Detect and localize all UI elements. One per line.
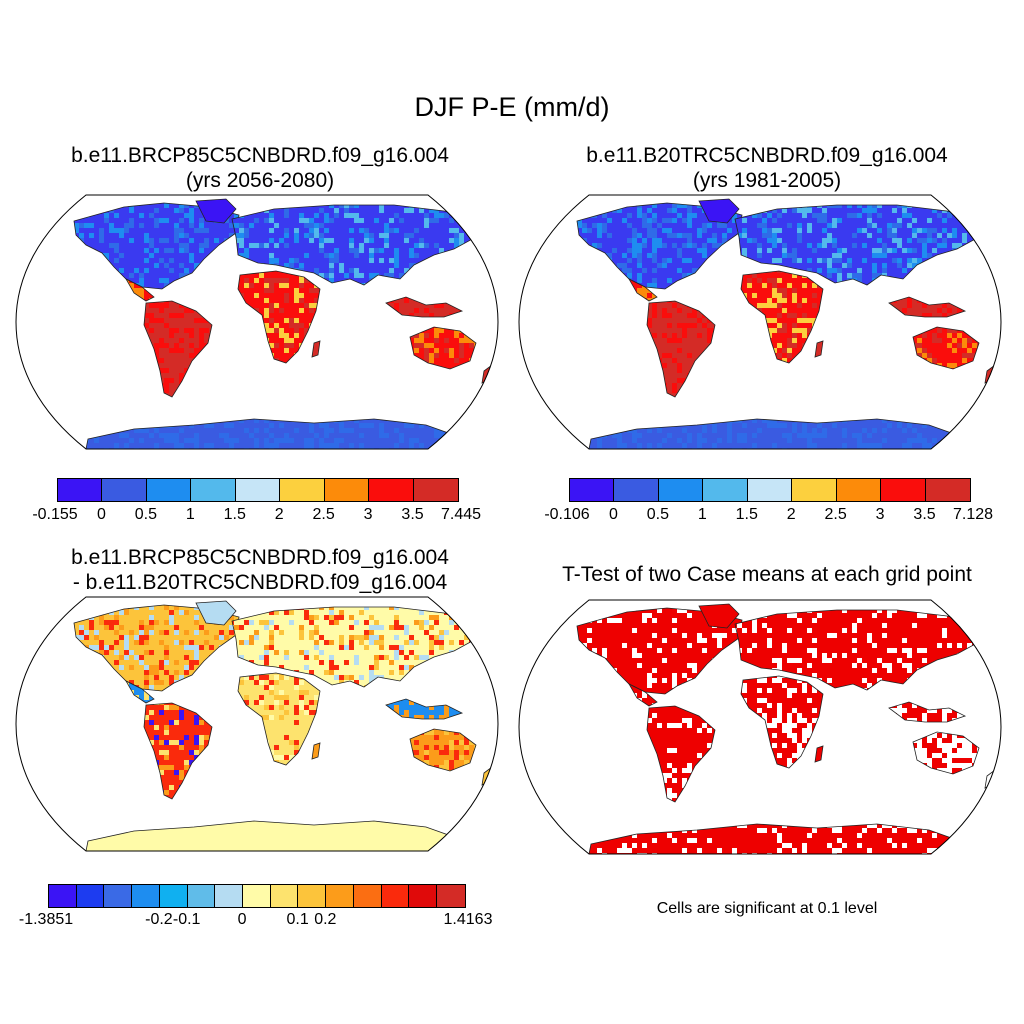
colorbar-tick-label: 3	[364, 506, 373, 524]
colorbar-swatch	[102, 479, 147, 501]
colorbar-swatch	[437, 885, 465, 907]
colorbar-tick-label: 1.5	[736, 506, 758, 524]
colorbar-tick-label: 3	[876, 506, 885, 524]
colorbar-swatch	[104, 885, 133, 907]
colorbar-swatch	[703, 479, 748, 501]
colorbar-tick-label: 0.1	[286, 911, 308, 929]
colorbar-swatch	[324, 479, 370, 501]
colorbar-tick-label: 7.128	[953, 506, 993, 524]
colorbar-tick-label: 3.5	[913, 506, 935, 524]
land-greenland	[699, 604, 739, 628]
colorbar-swatch	[881, 479, 926, 501]
colorbar-swatch	[280, 479, 325, 501]
colorbar-swatch	[747, 479, 793, 501]
colorbar-tick-label: -0.1	[173, 911, 201, 929]
colorbar-tick-label: -0.106	[544, 506, 589, 524]
colorbar-tick-label: 0	[609, 506, 618, 524]
colorbar-tick-label: -0.2	[145, 911, 173, 929]
colorbar-swatch	[49, 885, 77, 907]
map-difference	[15, 596, 499, 852]
map-historical	[518, 194, 1002, 450]
colorbar-tick-label: 1	[698, 506, 707, 524]
colorbar-tick-label: 7.445	[441, 506, 481, 524]
land-europeAsia	[735, 205, 985, 285]
colorbar-tick-label: 2	[275, 506, 284, 524]
colorbar-swatch	[298, 885, 327, 907]
colorbar-swatch	[159, 885, 188, 907]
colorbar-tick-label: 0.2	[314, 911, 336, 929]
panel-ttest-title: T-Test of two Case means at each grid po…	[512, 563, 1022, 587]
panel-historical-title-line1: b.e11.B20TRC5CNBDRD.f09_g16.004	[512, 144, 1022, 168]
colorbar-swatch	[187, 885, 216, 907]
colorbar-difference	[48, 884, 466, 908]
significance-footnote: Cells are significant at 0.1 level	[512, 900, 1022, 918]
colorbar-swatch	[413, 479, 458, 501]
colorbar-swatch	[235, 479, 281, 501]
land-antarctica	[86, 821, 454, 851]
colorbar-tick-label: -1.3851	[19, 911, 73, 929]
land-australia	[913, 732, 979, 774]
colorbar-tick-label: 3.5	[401, 506, 423, 524]
figure-title: DJF P-E (mm/d)	[0, 92, 1024, 123]
colorbar-tick-label: 2.5	[825, 506, 847, 524]
colorbar-tick-label: 0.5	[135, 506, 157, 524]
land-africa	[741, 271, 823, 363]
map-future	[15, 194, 499, 450]
colorbar-future	[57, 478, 459, 502]
colorbar-swatch	[925, 479, 970, 501]
panel-future-title-line1: b.e11.BRCP85C5CNBDRD.f09_g16.004	[5, 144, 515, 168]
colorbar-tick-label: 0	[238, 911, 247, 929]
land-greenland	[196, 601, 236, 625]
colorbar-swatch	[243, 885, 271, 907]
colorbar-tick-label: 2.5	[313, 506, 335, 524]
colorbar-swatch	[792, 479, 837, 501]
colorbar-tick-label: 1.5	[224, 506, 246, 524]
colorbar-tick-label: 2	[787, 506, 796, 524]
map-ttest	[518, 599, 1002, 855]
colorbar-swatch	[353, 885, 382, 907]
colorbar-tick-label: 0	[97, 506, 106, 524]
colorbar-swatch	[409, 885, 438, 907]
colorbar-swatch	[614, 479, 659, 501]
colorbar-tick-label: 0.5	[647, 506, 669, 524]
colorbar-swatch	[146, 479, 192, 501]
land-greenland	[699, 199, 739, 223]
panel-difference-title-line1: b.e11.BRCP85C5CNBDRD.f09_g16.004	[5, 546, 515, 570]
panel-historical-title-line2: (yrs 1981-2005)	[512, 169, 1022, 193]
colorbar-swatch	[381, 885, 410, 907]
panel-difference-title-line2: - b.e11.B20TRC5CNBDRD.f09_g16.004	[5, 571, 515, 595]
colorbar-swatch	[326, 885, 354, 907]
colorbar-tick-label: 1.4163	[444, 911, 493, 929]
land-australia	[913, 327, 979, 369]
colorbar-swatch	[215, 885, 244, 907]
land-greenland	[196, 199, 236, 223]
colorbar-swatch	[132, 885, 160, 907]
colorbar-tick-label: 1	[186, 506, 195, 524]
colorbar-swatch	[658, 479, 704, 501]
panel-future-title-line2: (yrs 2056-2080)	[5, 169, 515, 193]
colorbar-tick-label: -0.155	[32, 506, 77, 524]
colorbar-swatch	[76, 885, 105, 907]
colorbar-historical	[569, 478, 971, 502]
colorbar-swatch	[836, 479, 882, 501]
colorbar-swatch	[191, 479, 236, 501]
colorbar-swatch	[270, 885, 299, 907]
colorbar-swatch	[570, 479, 615, 501]
colorbar-swatch	[369, 479, 414, 501]
colorbar-swatch	[58, 479, 103, 501]
